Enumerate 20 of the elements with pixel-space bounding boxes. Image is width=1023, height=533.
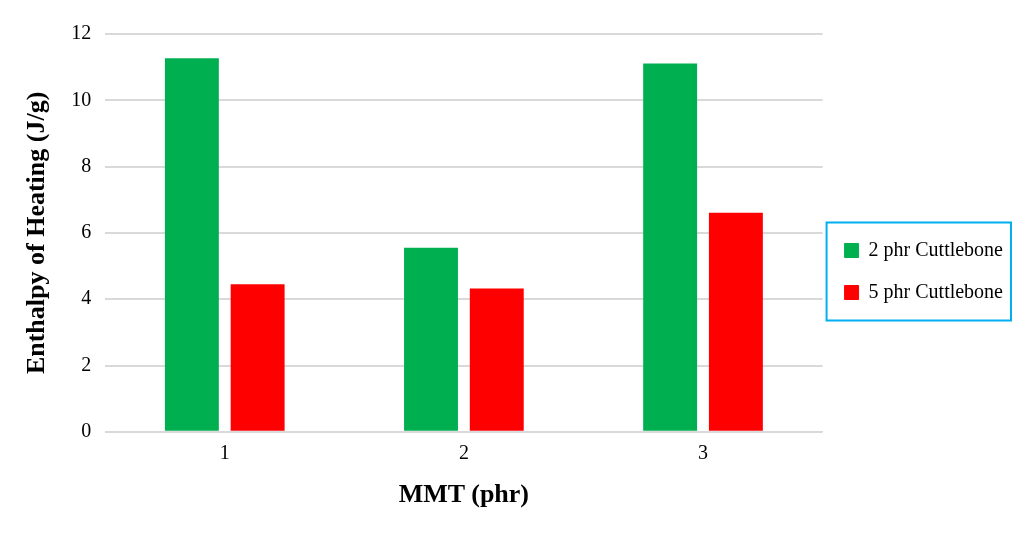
y-tick-label: 4 [81, 286, 92, 309]
bar [643, 63, 698, 431]
x-tick-label: 1 [219, 441, 230, 464]
bar [469, 288, 524, 431]
y-tick-label: 0 [81, 419, 92, 442]
legend-label: 2 phr Cuttlebone [868, 237, 1004, 261]
y-tick-label: 2 [81, 352, 92, 375]
bar [164, 58, 219, 431]
bar [230, 284, 285, 431]
x-axis-title: MMT (phr) [398, 479, 530, 509]
y-tick-label: 12 [71, 21, 92, 44]
y-tick-label: 10 [71, 87, 92, 110]
y-tick-label: 8 [81, 153, 92, 176]
x-tick-label: 2 [458, 441, 469, 464]
x-tick-label: 3 [698, 441, 709, 464]
bar [708, 212, 763, 431]
bar [404, 247, 458, 431]
y-tick-label: 6 [81, 220, 92, 243]
y-axis-title: Enthalpy of Heating (J/g) [21, 91, 51, 375]
legend-label: 5 phr Cuttlebone [868, 279, 1004, 303]
